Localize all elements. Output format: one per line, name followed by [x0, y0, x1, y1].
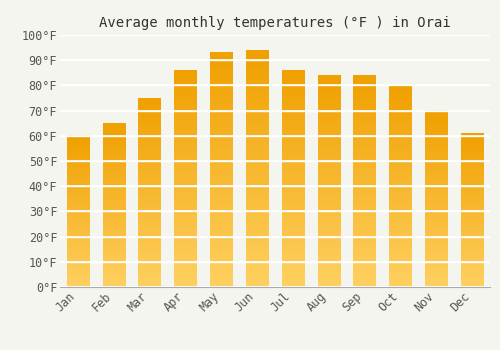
Bar	[102, 123, 125, 287]
Bar	[318, 75, 340, 287]
Bar	[67, 136, 89, 287]
Bar	[138, 98, 160, 287]
Bar	[282, 70, 304, 287]
Bar	[390, 85, 411, 287]
Title: Average monthly temperatures (°F ) in Orai: Average monthly temperatures (°F ) in Or…	[99, 16, 451, 30]
Bar	[246, 50, 268, 287]
Bar	[210, 52, 233, 287]
Bar	[354, 75, 376, 287]
Bar	[425, 111, 448, 287]
Bar	[174, 70, 197, 287]
Bar	[461, 133, 483, 287]
